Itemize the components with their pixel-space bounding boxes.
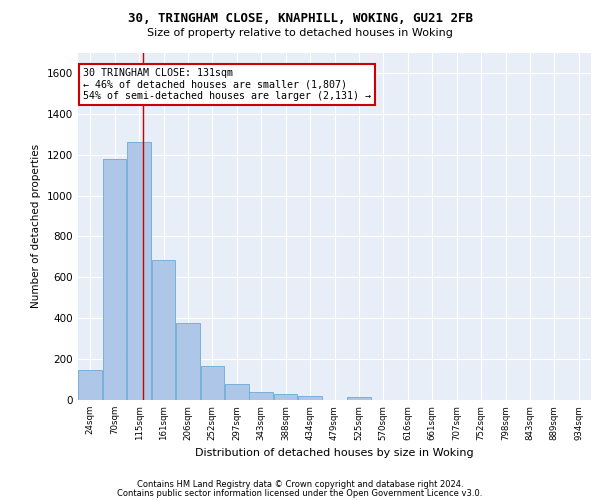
X-axis label: Distribution of detached houses by size in Woking: Distribution of detached houses by size … bbox=[195, 448, 474, 458]
Bar bbox=[127, 142, 151, 400]
Bar bbox=[103, 159, 127, 400]
Text: 30, TRINGHAM CLOSE, KNAPHILL, WOKING, GU21 2FB: 30, TRINGHAM CLOSE, KNAPHILL, WOKING, GU… bbox=[128, 12, 473, 26]
Text: 30 TRINGHAM CLOSE: 131sqm
← 46% of detached houses are smaller (1,807)
54% of se: 30 TRINGHAM CLOSE: 131sqm ← 46% of detac… bbox=[83, 68, 371, 102]
Bar bbox=[225, 384, 248, 400]
Bar bbox=[347, 397, 371, 400]
Bar bbox=[298, 396, 322, 400]
Bar bbox=[250, 392, 273, 400]
Text: Size of property relative to detached houses in Woking: Size of property relative to detached ho… bbox=[147, 28, 453, 38]
Y-axis label: Number of detached properties: Number of detached properties bbox=[31, 144, 41, 308]
Bar bbox=[79, 370, 102, 400]
Text: Contains HM Land Registry data © Crown copyright and database right 2024.: Contains HM Land Registry data © Crown c… bbox=[137, 480, 463, 489]
Text: Contains public sector information licensed under the Open Government Licence v3: Contains public sector information licen… bbox=[118, 488, 482, 498]
Bar bbox=[200, 366, 224, 400]
Bar bbox=[152, 260, 175, 400]
Bar bbox=[176, 324, 200, 400]
Bar bbox=[274, 394, 298, 400]
